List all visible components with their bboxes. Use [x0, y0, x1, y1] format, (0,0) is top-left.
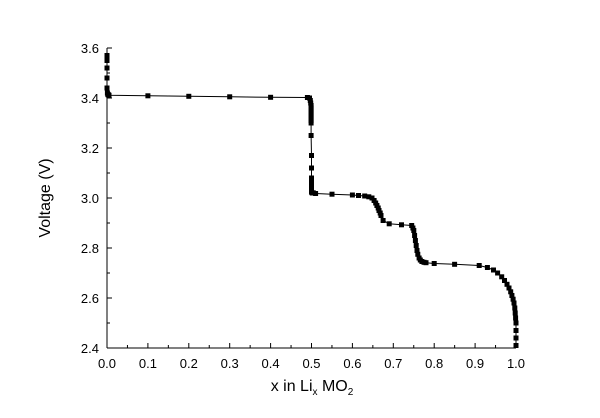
x-tick-label: 1.0 — [507, 356, 525, 371]
data-point — [411, 228, 417, 233]
x-tick-label: 0.4 — [262, 356, 280, 371]
y-tick-label: 2.4 — [81, 341, 99, 356]
y-tick-label: 3.0 — [81, 191, 99, 206]
data-point — [104, 65, 110, 71]
data-point — [431, 261, 437, 266]
x-tick-label: 0.8 — [425, 356, 443, 371]
x-axis-title-sub-x: x — [313, 387, 318, 398]
data-point — [268, 94, 274, 100]
data-point — [386, 221, 392, 227]
data-point — [104, 85, 110, 91]
data-point — [308, 120, 314, 126]
x-tick-label: 0.1 — [139, 356, 157, 371]
data-point — [513, 343, 519, 348]
x-axis-title-main: x in Li — [271, 378, 313, 395]
x-tick-label: 0.0 — [98, 356, 116, 371]
data-point — [104, 53, 110, 58]
data-point — [362, 193, 368, 199]
data-point — [399, 222, 404, 228]
data-point — [413, 243, 419, 248]
data-point — [511, 300, 517, 306]
data-point — [499, 274, 505, 280]
x-tick-label: 0.6 — [343, 356, 361, 371]
data-point — [415, 251, 421, 257]
x-axis-ticks: 0.0 0.1 0.2 0.3 0.4 0.5 0.6 0.7 0.8 0.9 1.0 — [98, 343, 525, 371]
data-point — [509, 293, 515, 298]
data-point — [491, 267, 496, 273]
data-point — [309, 175, 314, 181]
data-point — [378, 213, 384, 218]
data-point — [476, 263, 482, 268]
series-layer — [104, 53, 519, 348]
y-tick-label: 3.6 — [81, 41, 99, 56]
data-point — [513, 335, 519, 341]
data-point — [506, 285, 512, 291]
plot-frame — [106, 48, 516, 349]
x-tick-label: 0.9 — [466, 356, 484, 371]
x-axis-title-sub-2: 2 — [348, 387, 354, 398]
x-tick-label: 0.5 — [302, 356, 320, 371]
x-axis-title: x in Lix MO2 — [271, 378, 354, 398]
data-point — [349, 192, 355, 198]
data-point — [512, 310, 518, 316]
data-point — [510, 296, 516, 302]
data-point — [412, 233, 418, 238]
data-point — [380, 218, 386, 223]
data-point — [309, 153, 314, 158]
y-tick-label: 3.4 — [81, 91, 99, 106]
data-point — [513, 320, 519, 326]
data-point — [104, 75, 110, 81]
data-point — [227, 94, 233, 100]
data-point — [329, 191, 335, 197]
x-axis-title-mid: MO — [318, 378, 348, 395]
data-point — [504, 281, 510, 287]
data-point — [414, 248, 420, 253]
data-point — [356, 193, 361, 198]
data-point — [412, 238, 418, 243]
x-tick-label: 0.2 — [180, 356, 198, 371]
data-point — [484, 265, 490, 270]
data-point — [508, 289, 514, 295]
data-point — [309, 165, 314, 171]
data-point — [106, 92, 112, 98]
data-point — [308, 133, 314, 138]
y-tick-label: 2.8 — [81, 241, 99, 256]
data-point — [104, 58, 110, 63]
data-point — [423, 260, 429, 266]
y-axis-ticks: 2.4 2.6 2.8 3.0 3.2 3.4 3.6 — [81, 41, 112, 356]
y-tick-label: 3.2 — [81, 141, 99, 156]
data-point — [502, 278, 507, 283]
data-point — [513, 315, 519, 321]
x-tick-label: 0.7 — [384, 356, 402, 371]
y-tick-label: 2.6 — [81, 291, 99, 306]
data-point — [495, 270, 501, 276]
data-point — [313, 191, 319, 196]
data-point — [452, 261, 458, 267]
data-point — [186, 93, 192, 99]
y-axis-title: Voltage (V) — [37, 158, 54, 237]
data-point — [366, 194, 372, 200]
data-point — [512, 305, 518, 311]
data-point — [145, 93, 151, 99]
x-tick-label: 0.3 — [221, 356, 239, 371]
data-point — [513, 328, 519, 333]
